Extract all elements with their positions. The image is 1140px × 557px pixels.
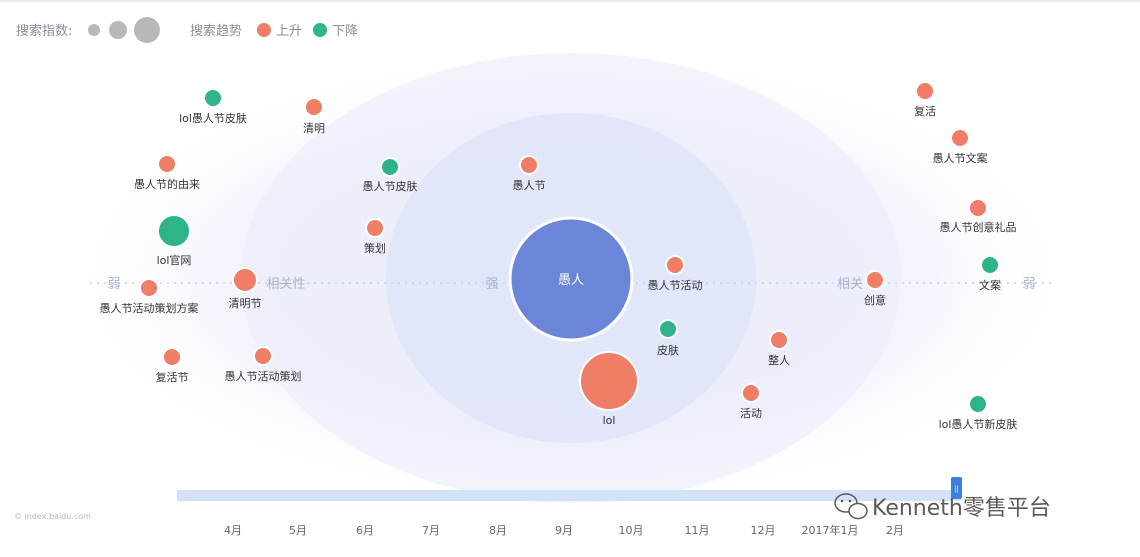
timeline-tick-label: 2017年1月	[802, 523, 859, 537]
timeline-tick-label: 2月	[886, 524, 904, 537]
keyword-bubble[interactable]	[157, 214, 191, 248]
keyword-bubble-label: lol愚人节新皮肤	[939, 417, 1018, 431]
keyword-bubble[interactable]	[519, 155, 539, 175]
axis-weak-left: 弱	[107, 277, 120, 292]
timeline-handle-grip: ||	[954, 485, 959, 493]
legend-down-dot	[313, 23, 327, 37]
legend-size-label: 搜索指数:	[16, 24, 72, 39]
keyword-bubble[interactable]	[658, 319, 678, 339]
legend: 搜索指数: 搜索趋势 上升 下降	[16, 17, 358, 43]
timeline: || 4月 5月 6月 7月 8月 9月 10月 11月 12月 2017年1月 2月	[177, 477, 962, 537]
axis-related-right: 相关	[837, 277, 863, 292]
keyword-bubble[interactable]	[253, 346, 273, 366]
keyword-bubble-label: 愚人节活动	[648, 279, 703, 292]
keyword-bubble[interactable]	[157, 154, 177, 174]
keyword-bubble[interactable]	[365, 218, 385, 238]
legend-trend-label: 搜索趋势	[190, 23, 242, 39]
keyword-bubble-label: 复活	[914, 104, 936, 118]
keyword-bubble-label: lol	[603, 414, 616, 427]
keyword-bubble[interactable]	[139, 278, 159, 298]
timeline-handle[interactable]	[951, 477, 962, 499]
timeline-tick-label: 7月	[422, 524, 440, 537]
timeline-tick-label: 11月	[685, 524, 710, 537]
keyword-bubble[interactable]	[203, 88, 223, 108]
keyword-bubble-label: 愚人节	[513, 179, 546, 192]
source-watermark: © index.baidu.com	[14, 512, 91, 521]
timeline-ticks: 4月 5月 6月 7月 8月 9月 10月 11月 12月 2017年1月 2月	[224, 523, 904, 537]
keyword-bubble-label: 愚人节活动策划方案	[100, 301, 199, 315]
wechat-icon	[834, 493, 868, 520]
keyword-bubble-label: 愚人节的由来	[134, 177, 200, 191]
keyword-bubble[interactable]	[665, 255, 685, 275]
keyword-bubble[interactable]	[741, 383, 761, 403]
keyword-bubble-label: 整人	[768, 353, 790, 367]
center-bubble[interactable]	[508, 216, 634, 342]
legend-up-label: 上升	[276, 24, 302, 39]
keyword-bubble[interactable]	[304, 97, 324, 117]
axis-weak-right: 弱	[1022, 277, 1035, 292]
keyword-bubble[interactable]	[380, 157, 400, 177]
timeline-tick-label: 4月	[224, 524, 242, 537]
keyword-bubble-label: 策划	[364, 241, 386, 255]
keyword-bubble-label: lol愚人节皮肤	[179, 111, 247, 125]
legend-size-medium	[109, 21, 127, 39]
legend-up-dot	[257, 23, 271, 37]
keyword-bubble[interactable]	[968, 198, 988, 218]
keyword-bubble-label: 清明	[303, 122, 325, 135]
wechat-brand: Kenneth零售平台	[834, 493, 1051, 521]
timeline-tick-label: 9月	[555, 524, 573, 537]
timeline-tick-label: 8月	[489, 524, 507, 537]
keyword-bubble-label: 复活节	[156, 370, 189, 384]
top-border	[0, 0, 1140, 2]
keyword-bubble[interactable]	[865, 270, 885, 290]
keyword-bubble[interactable]	[915, 81, 935, 101]
legend-down-label: 下降	[332, 24, 358, 39]
axis-related-left: 相关性	[266, 277, 305, 292]
keyword-bubble-label: 文案	[979, 278, 1001, 292]
keyword-bubble-label: 清明节	[229, 297, 262, 310]
keyword-bubble-label: 愚人节皮肤	[363, 179, 418, 193]
keyword-bubble-label: 创意	[864, 293, 886, 307]
timeline-tick-label: 6月	[356, 524, 374, 537]
keyword-bubble-label: lol官网	[157, 253, 192, 267]
timeline-tick-label: 5月	[289, 524, 307, 537]
keyword-bubble[interactable]	[968, 394, 988, 414]
keyword-bubble-label: 皮肤	[657, 343, 679, 357]
timeline-track[interactable]	[177, 490, 960, 501]
timeline-tick-label: 12月	[751, 524, 776, 537]
legend-size-large	[134, 17, 160, 43]
keyword-bubble-label: 愚人节文案	[933, 151, 988, 165]
center-bubble-label: 愚人	[558, 273, 584, 288]
keyword-bubble-label: 活动	[740, 407, 762, 420]
keyword-bubble[interactable]	[950, 128, 970, 148]
keyword-bubble[interactable]	[162, 347, 182, 367]
keyword-bubble[interactable]	[232, 267, 258, 293]
legend-size-small	[88, 24, 100, 36]
brand-text: Kenneth零售平台	[872, 496, 1051, 521]
keyword-bubble[interactable]	[769, 330, 789, 350]
timeline-tick-label: 10月	[619, 524, 644, 537]
axis-strong: 强	[485, 277, 498, 292]
keyword-bubble[interactable]	[980, 255, 1000, 275]
keyword-bubble-label: 愚人节活动策划	[225, 369, 302, 383]
keyword-bubble[interactable]	[579, 351, 639, 411]
keyword-bubble-label: 愚人节创意礼品	[940, 220, 1017, 234]
